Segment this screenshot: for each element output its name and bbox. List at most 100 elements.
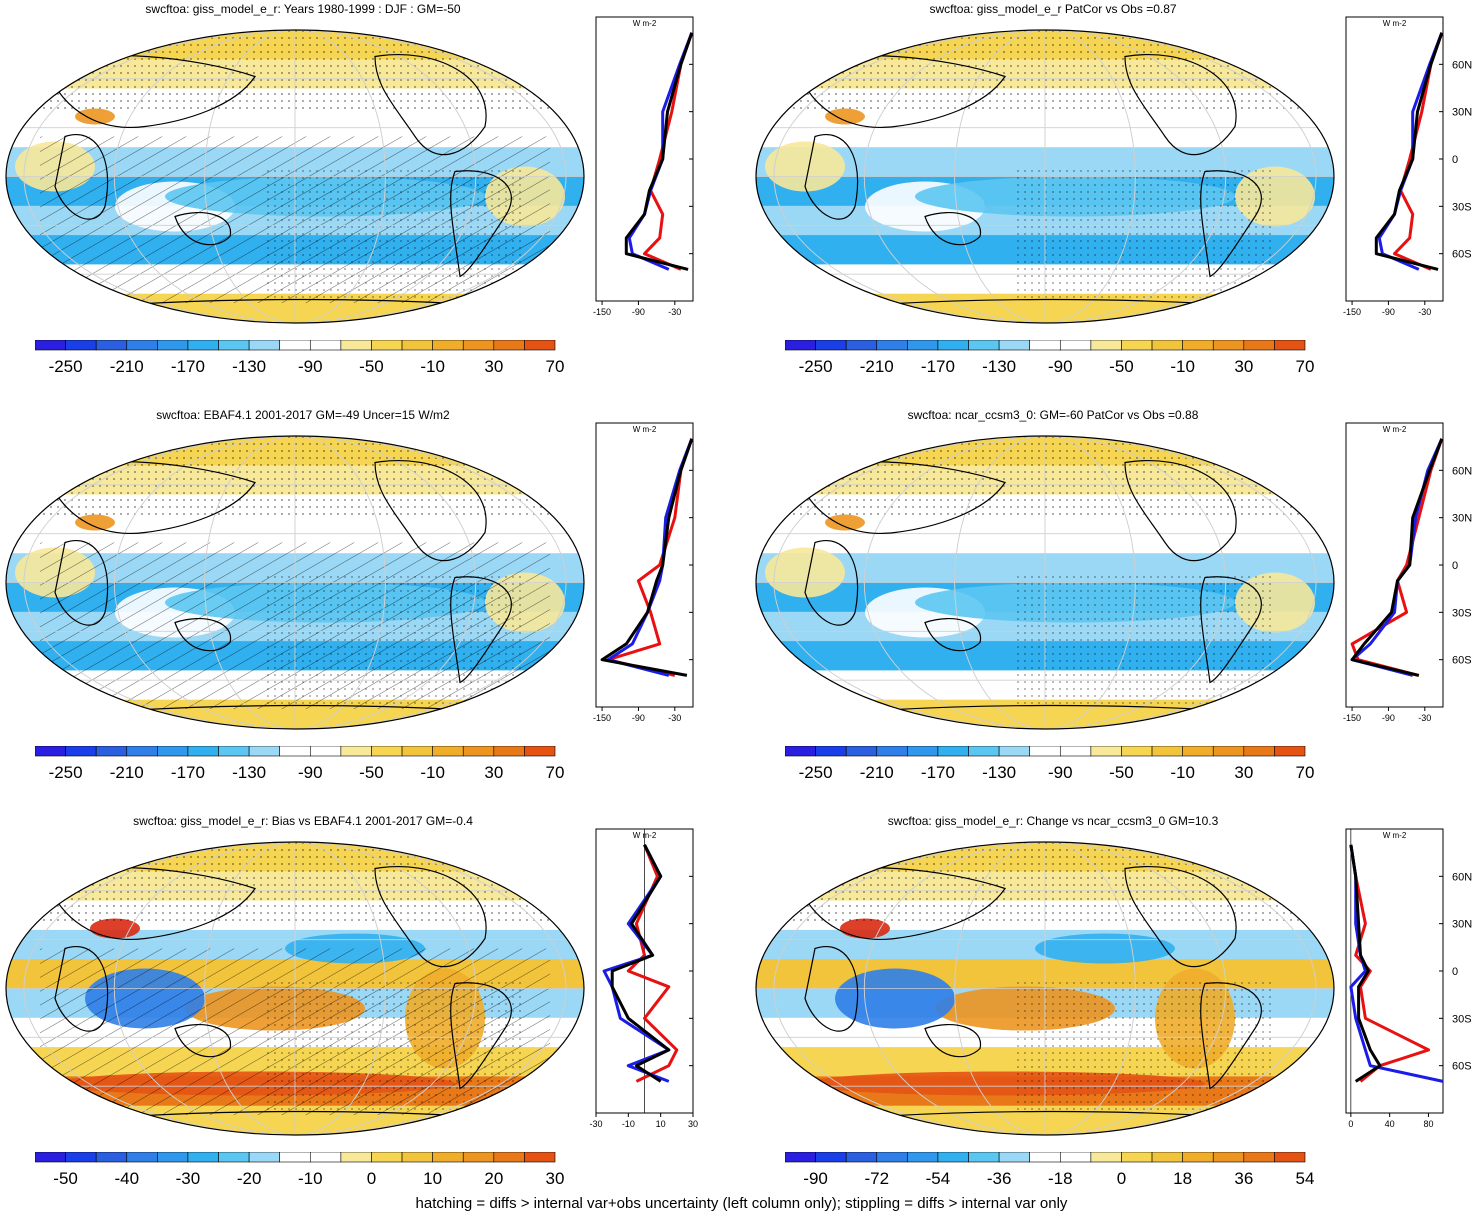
colorbar-swatch bbox=[35, 746, 66, 757]
colorbar-swatch bbox=[1059, 340, 1092, 351]
profile-ytick-label: 30N bbox=[1452, 919, 1472, 931]
colorbar-label: -50 bbox=[359, 763, 384, 782]
colorbar-swatch bbox=[1182, 746, 1214, 757]
colorbar-swatch bbox=[65, 1152, 97, 1163]
profile-ytick-label: 0 bbox=[1452, 560, 1458, 572]
profile-line-mean bbox=[600, 438, 694, 677]
profile-line-mean bbox=[1350, 438, 1444, 677]
colorbar: -250-210-170-130-90-50-103070110150 bbox=[35, 746, 565, 782]
map-panel bbox=[5, 435, 585, 730]
panel-title: swcftoa: EBAF4.1 2001-2017 GM=-49 Uncer=… bbox=[156, 408, 450, 422]
colorbar-swatch bbox=[1121, 340, 1153, 351]
colorbar-swatch bbox=[998, 1152, 1031, 1163]
colorbar: -250-210-170-130-90-50-103070110150 bbox=[785, 340, 1314, 376]
colorbar-label: -36 bbox=[987, 1169, 1012, 1188]
profile-ytick-label: 60S bbox=[1452, 1061, 1472, 1073]
colorbar-swatch bbox=[785, 340, 816, 351]
colorbar-swatch bbox=[1059, 1152, 1092, 1163]
colorbar-swatch bbox=[35, 1152, 66, 1163]
colorbar-swatch bbox=[462, 340, 495, 351]
colorbar-swatch bbox=[371, 746, 403, 757]
colorbar-swatch bbox=[876, 746, 908, 757]
profile-ytick-label: 60N bbox=[1452, 871, 1472, 883]
profile-ytick-label: 0 bbox=[1452, 154, 1458, 166]
profile-ytick-label: 30N bbox=[1452, 513, 1472, 525]
zonal-profile: -150 -90 -30 W m-2 60N 30N 0 30S 60S bbox=[1343, 422, 1472, 723]
colorbar-label: 30 bbox=[546, 1169, 565, 1188]
profile-line-model bbox=[1349, 844, 1430, 1083]
colorbar-label: -210 bbox=[860, 357, 894, 376]
colorbar-swatch bbox=[279, 340, 311, 351]
colorbar-label: -170 bbox=[921, 357, 955, 376]
colorbar-swatch bbox=[401, 746, 433, 757]
panel-title: swcftoa: ncar_ccsm3_0: GM=-60 PatCor vs … bbox=[907, 408, 1199, 422]
profile-xtick-label: -10 bbox=[622, 1119, 635, 1129]
colorbar-label: -20 bbox=[237, 1169, 262, 1188]
profile-unit-label: W m-2 bbox=[633, 831, 657, 840]
colorbar-swatch bbox=[248, 340, 281, 351]
profile-line-obs bbox=[606, 438, 694, 677]
colorbar-swatch bbox=[187, 746, 219, 757]
colorbar-swatch bbox=[157, 746, 189, 757]
colorbar-swatch bbox=[340, 1152, 372, 1163]
colorbar-label: -90 bbox=[298, 357, 323, 376]
colorbar-swatch bbox=[1121, 1152, 1153, 1163]
zonal-profile: 0 40 80 W m-2 60N 30N 0 30S 60S bbox=[1345, 828, 1472, 1129]
colorbar: -250-210-170-130-90-50-103070110150 bbox=[35, 340, 565, 376]
colorbar-swatch bbox=[845, 340, 878, 351]
colorbar-swatch bbox=[493, 340, 525, 351]
colorbar-label: -18 bbox=[1048, 1169, 1073, 1188]
colorbar-label: -10 bbox=[1170, 357, 1195, 376]
colorbar-label: -130 bbox=[232, 763, 266, 782]
colorbar-label: -50 bbox=[1109, 357, 1134, 376]
colorbar-swatch bbox=[815, 1152, 847, 1163]
profile-xtick-label: 30 bbox=[688, 1119, 698, 1129]
colorbar-label: 20 bbox=[484, 1169, 503, 1188]
colorbar-label: 70 bbox=[546, 763, 565, 782]
profile-xtick-label: -150 bbox=[1343, 307, 1361, 317]
colorbar-swatch bbox=[937, 1152, 969, 1163]
map-field bbox=[6, 842, 584, 1135]
colorbar-label: -130 bbox=[982, 357, 1016, 376]
colorbar-label: -130 bbox=[232, 357, 266, 376]
profile-line-mean bbox=[610, 844, 671, 1083]
colorbar-label: -54 bbox=[926, 1169, 951, 1188]
footer-note: hatching = diffs > internal var+obs unce… bbox=[415, 1195, 1068, 1212]
colorbar-swatch bbox=[1151, 1152, 1183, 1163]
colorbar-swatch bbox=[432, 746, 464, 757]
map-panel bbox=[755, 841, 1335, 1136]
profile-unit-label: W m-2 bbox=[1383, 19, 1407, 28]
colorbar-label: -90 bbox=[803, 1169, 828, 1188]
colorbar-swatch bbox=[218, 340, 250, 351]
profile-unit-label: W m-2 bbox=[1383, 425, 1407, 434]
colorbar-swatch bbox=[1182, 340, 1214, 351]
colorbar-swatch bbox=[432, 340, 464, 351]
colorbar-label: -130 bbox=[982, 763, 1016, 782]
panel-title: swcftoa: giss_model_e_r: Years 1980-1999… bbox=[145, 2, 461, 16]
profile-ytick-label: 60S bbox=[1452, 249, 1472, 261]
colorbar-label: 70 bbox=[546, 357, 565, 376]
colorbar-swatch bbox=[462, 1152, 495, 1163]
colorbar-label: -90 bbox=[1048, 357, 1073, 376]
colorbar-swatch bbox=[1274, 746, 1306, 757]
zonal-profile: -30 -10 10 30 W m-2 bbox=[589, 828, 698, 1129]
colorbar-label: -10 bbox=[420, 357, 445, 376]
map-outline bbox=[5, 435, 585, 730]
profile-ytick-label: 30S bbox=[1452, 201, 1472, 213]
colorbar-label: -50 bbox=[53, 1169, 78, 1188]
colorbar-swatch bbox=[95, 340, 128, 351]
profile-unit-label: W m-2 bbox=[633, 19, 657, 28]
profile-xtick-label: -30 bbox=[668, 713, 681, 723]
profile-xtick-label: -150 bbox=[1343, 713, 1361, 723]
colorbar-swatch bbox=[1274, 1152, 1306, 1163]
panel-title: swcftoa: giss_model_e_r: Change vs ncar_… bbox=[887, 814, 1219, 828]
colorbar-swatch bbox=[371, 340, 403, 351]
profile-xtick-label: -30 bbox=[1418, 713, 1431, 723]
colorbar-swatch bbox=[340, 340, 372, 351]
colorbar-swatch bbox=[785, 746, 816, 757]
colorbar-label: -72 bbox=[864, 1169, 889, 1188]
map-outline bbox=[755, 841, 1335, 1136]
colorbar-swatch bbox=[401, 1152, 433, 1163]
colorbar-swatch bbox=[785, 1152, 816, 1163]
zonal-profile: -150 -90 -30 W m-2 60N 30N 0 30S 60S bbox=[1343, 16, 1472, 317]
